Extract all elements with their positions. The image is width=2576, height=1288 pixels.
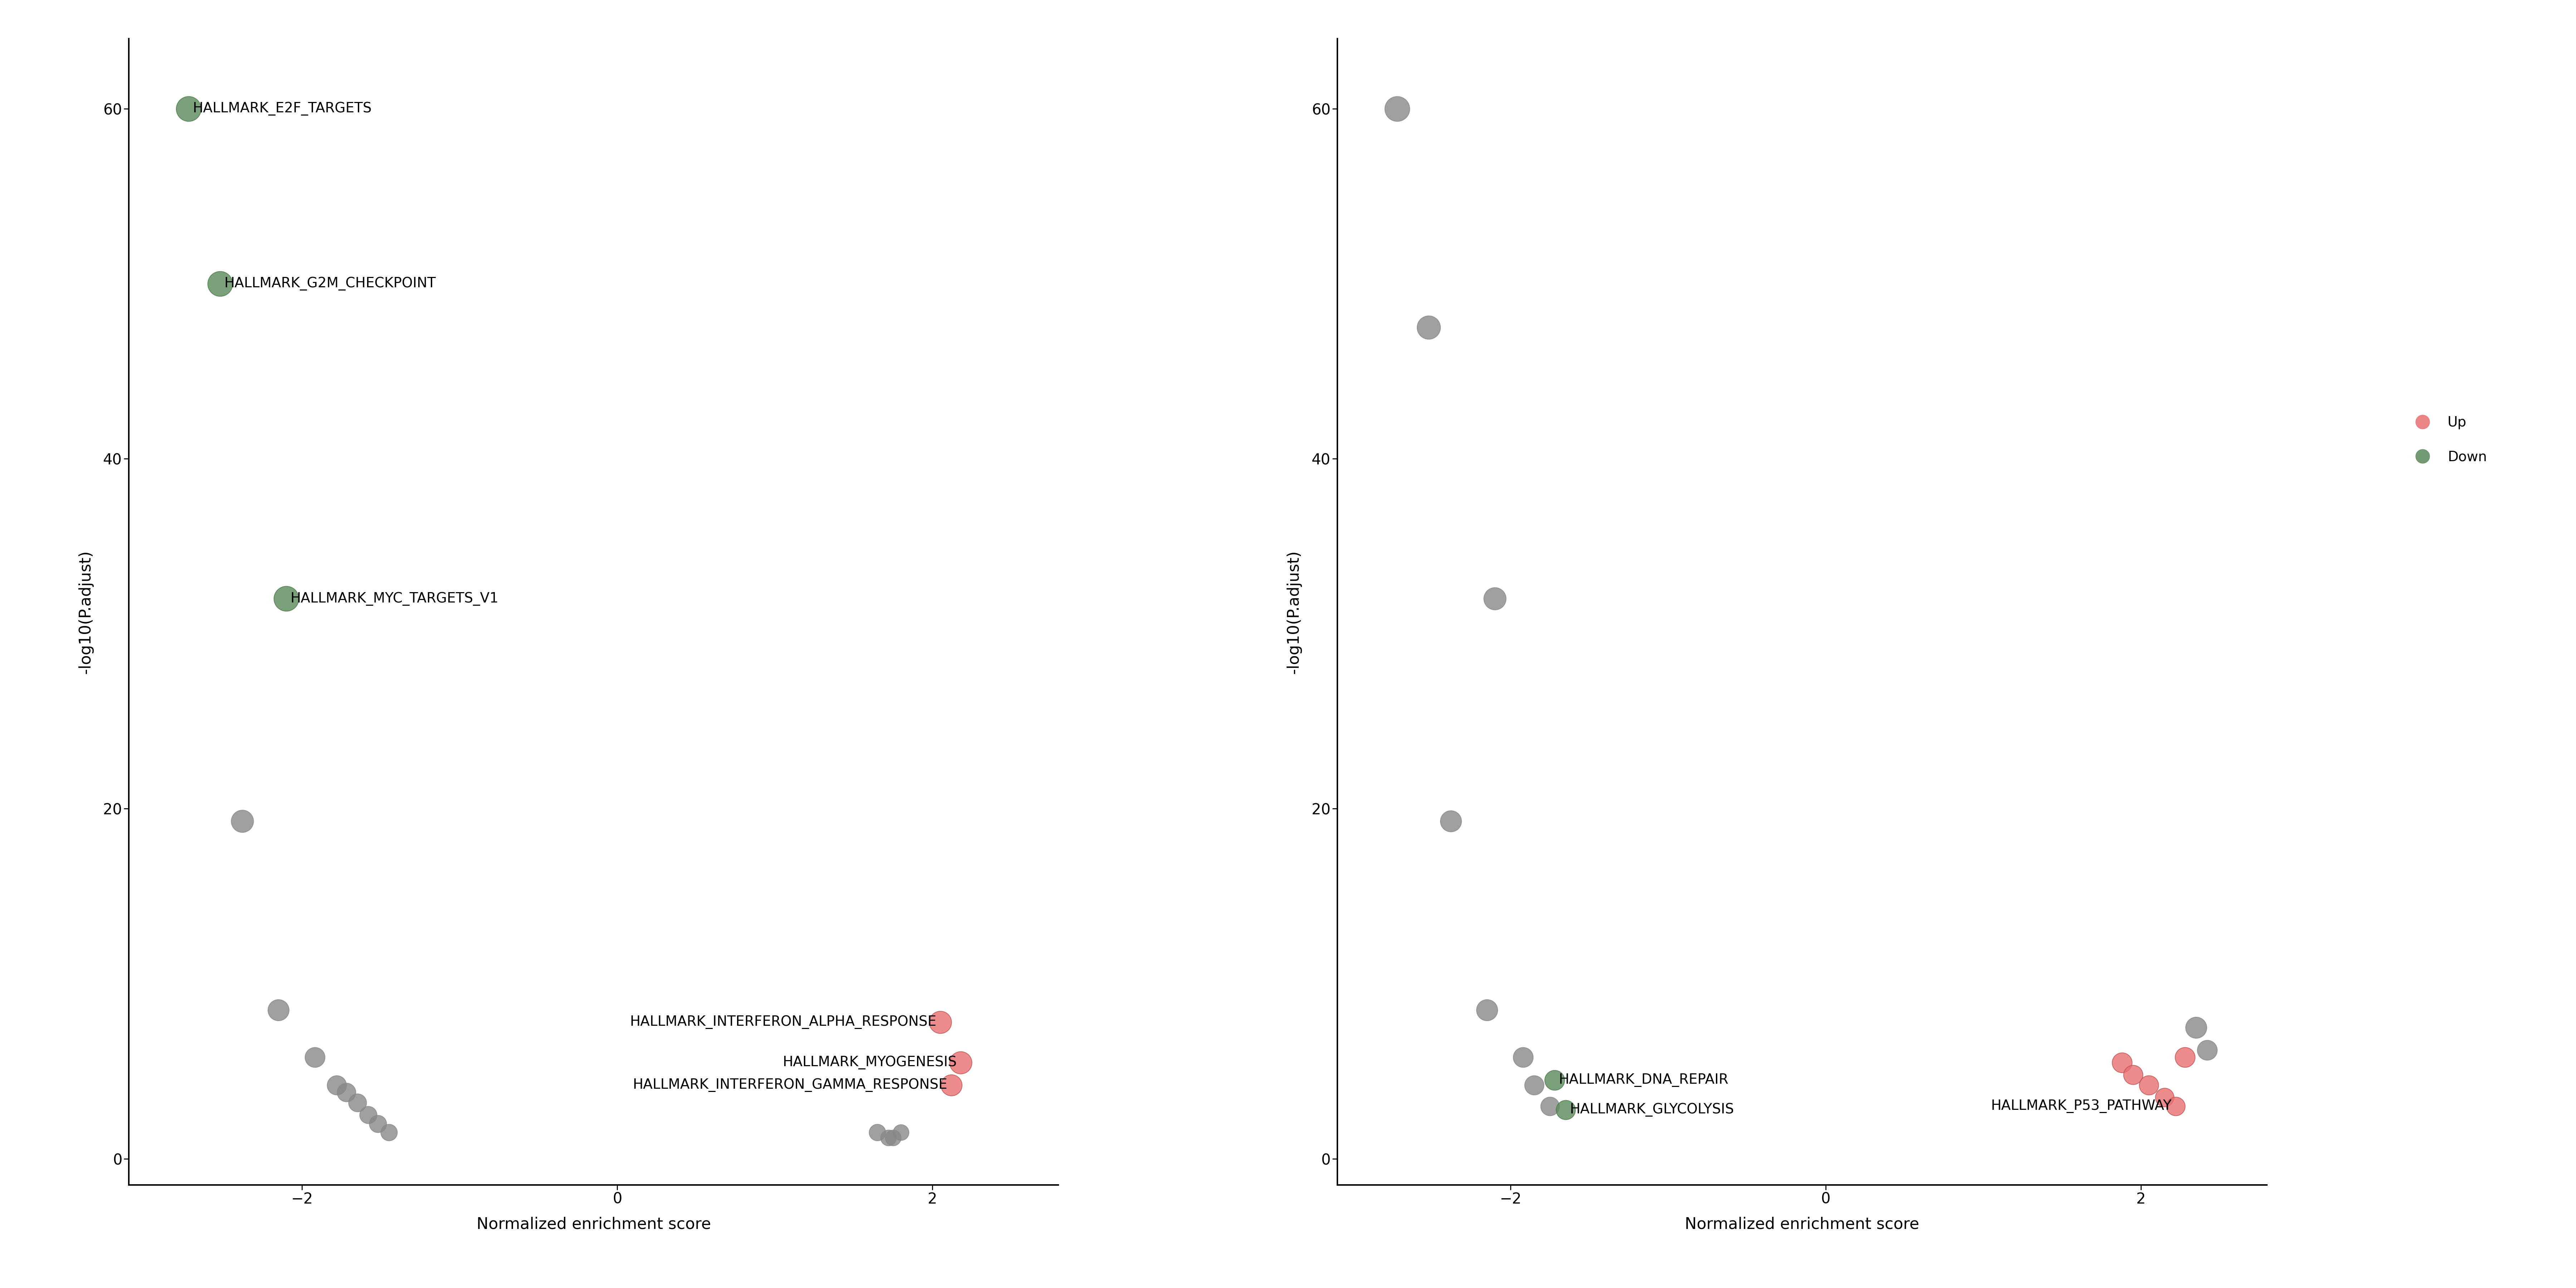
Text: HALLMARK_MYC_TARGETS_V1: HALLMARK_MYC_TARGETS_V1	[291, 591, 500, 605]
Point	[930, 1075, 971, 1096]
Point	[167, 98, 209, 118]
Legend: Up, Down: Up, Down	[2403, 411, 2494, 469]
Point	[2187, 1039, 2228, 1060]
Point	[1376, 98, 1417, 118]
Point	[222, 810, 263, 831]
Point	[1530, 1096, 1571, 1117]
Y-axis label: -log10(P.adjust): -log10(P.adjust)	[1285, 550, 1301, 674]
Text: HALLMARK_DNA_REPAIR: HALLMARK_DNA_REPAIR	[1558, 1073, 1728, 1087]
Point	[1473, 589, 1515, 609]
Text: HALLMARK_INTERFERON_GAMMA_RESPONSE: HALLMARK_INTERFERON_GAMMA_RESPONSE	[634, 1078, 948, 1092]
Point	[2128, 1075, 2169, 1096]
Point	[1515, 1075, 1556, 1096]
Point	[940, 1052, 981, 1073]
Point	[1535, 1069, 1577, 1090]
Point	[2143, 1087, 2184, 1108]
Text: HALLMARK_INTERFERON_ALPHA_RESPONSE: HALLMARK_INTERFERON_ALPHA_RESPONSE	[629, 1015, 935, 1029]
Text: HALLMARK_G2M_CHECKPOINT: HALLMARK_G2M_CHECKPOINT	[224, 277, 435, 291]
Point	[868, 1127, 909, 1148]
Text: HALLMARK_MYOGENESIS: HALLMARK_MYOGENESIS	[783, 1056, 956, 1069]
Point	[265, 589, 307, 609]
Point	[858, 1122, 899, 1142]
Point	[348, 1105, 389, 1126]
Point	[1502, 1047, 1543, 1068]
Point	[873, 1127, 914, 1148]
Point	[337, 1092, 379, 1113]
Point	[294, 1047, 335, 1068]
Point	[368, 1122, 410, 1142]
Point	[2112, 1064, 2154, 1084]
X-axis label: Normalized enrichment score: Normalized enrichment score	[477, 1217, 711, 1233]
Point	[2156, 1096, 2197, 1117]
Point	[198, 273, 240, 294]
Point	[1466, 999, 1507, 1020]
X-axis label: Normalized enrichment score: Normalized enrichment score	[1685, 1217, 1919, 1233]
Point	[2164, 1047, 2205, 1068]
Point	[920, 1012, 961, 1033]
Point	[1546, 1100, 1587, 1121]
Point	[2102, 1052, 2143, 1073]
Point	[325, 1082, 366, 1103]
Point	[358, 1113, 399, 1133]
Point	[1409, 317, 1450, 337]
Point	[2174, 1018, 2215, 1038]
Point	[317, 1075, 358, 1096]
Point	[258, 999, 299, 1020]
Point	[1430, 810, 1471, 831]
Point	[881, 1122, 922, 1142]
Y-axis label: -log10(P.adjust): -log10(P.adjust)	[77, 550, 93, 674]
Text: HALLMARK_GLYCOLYSIS: HALLMARK_GLYCOLYSIS	[1569, 1103, 1734, 1117]
Text: HALLMARK_P53_PATHWAY: HALLMARK_P53_PATHWAY	[1991, 1100, 2172, 1113]
Text: HALLMARK_E2F_TARGETS: HALLMARK_E2F_TARGETS	[193, 102, 371, 116]
